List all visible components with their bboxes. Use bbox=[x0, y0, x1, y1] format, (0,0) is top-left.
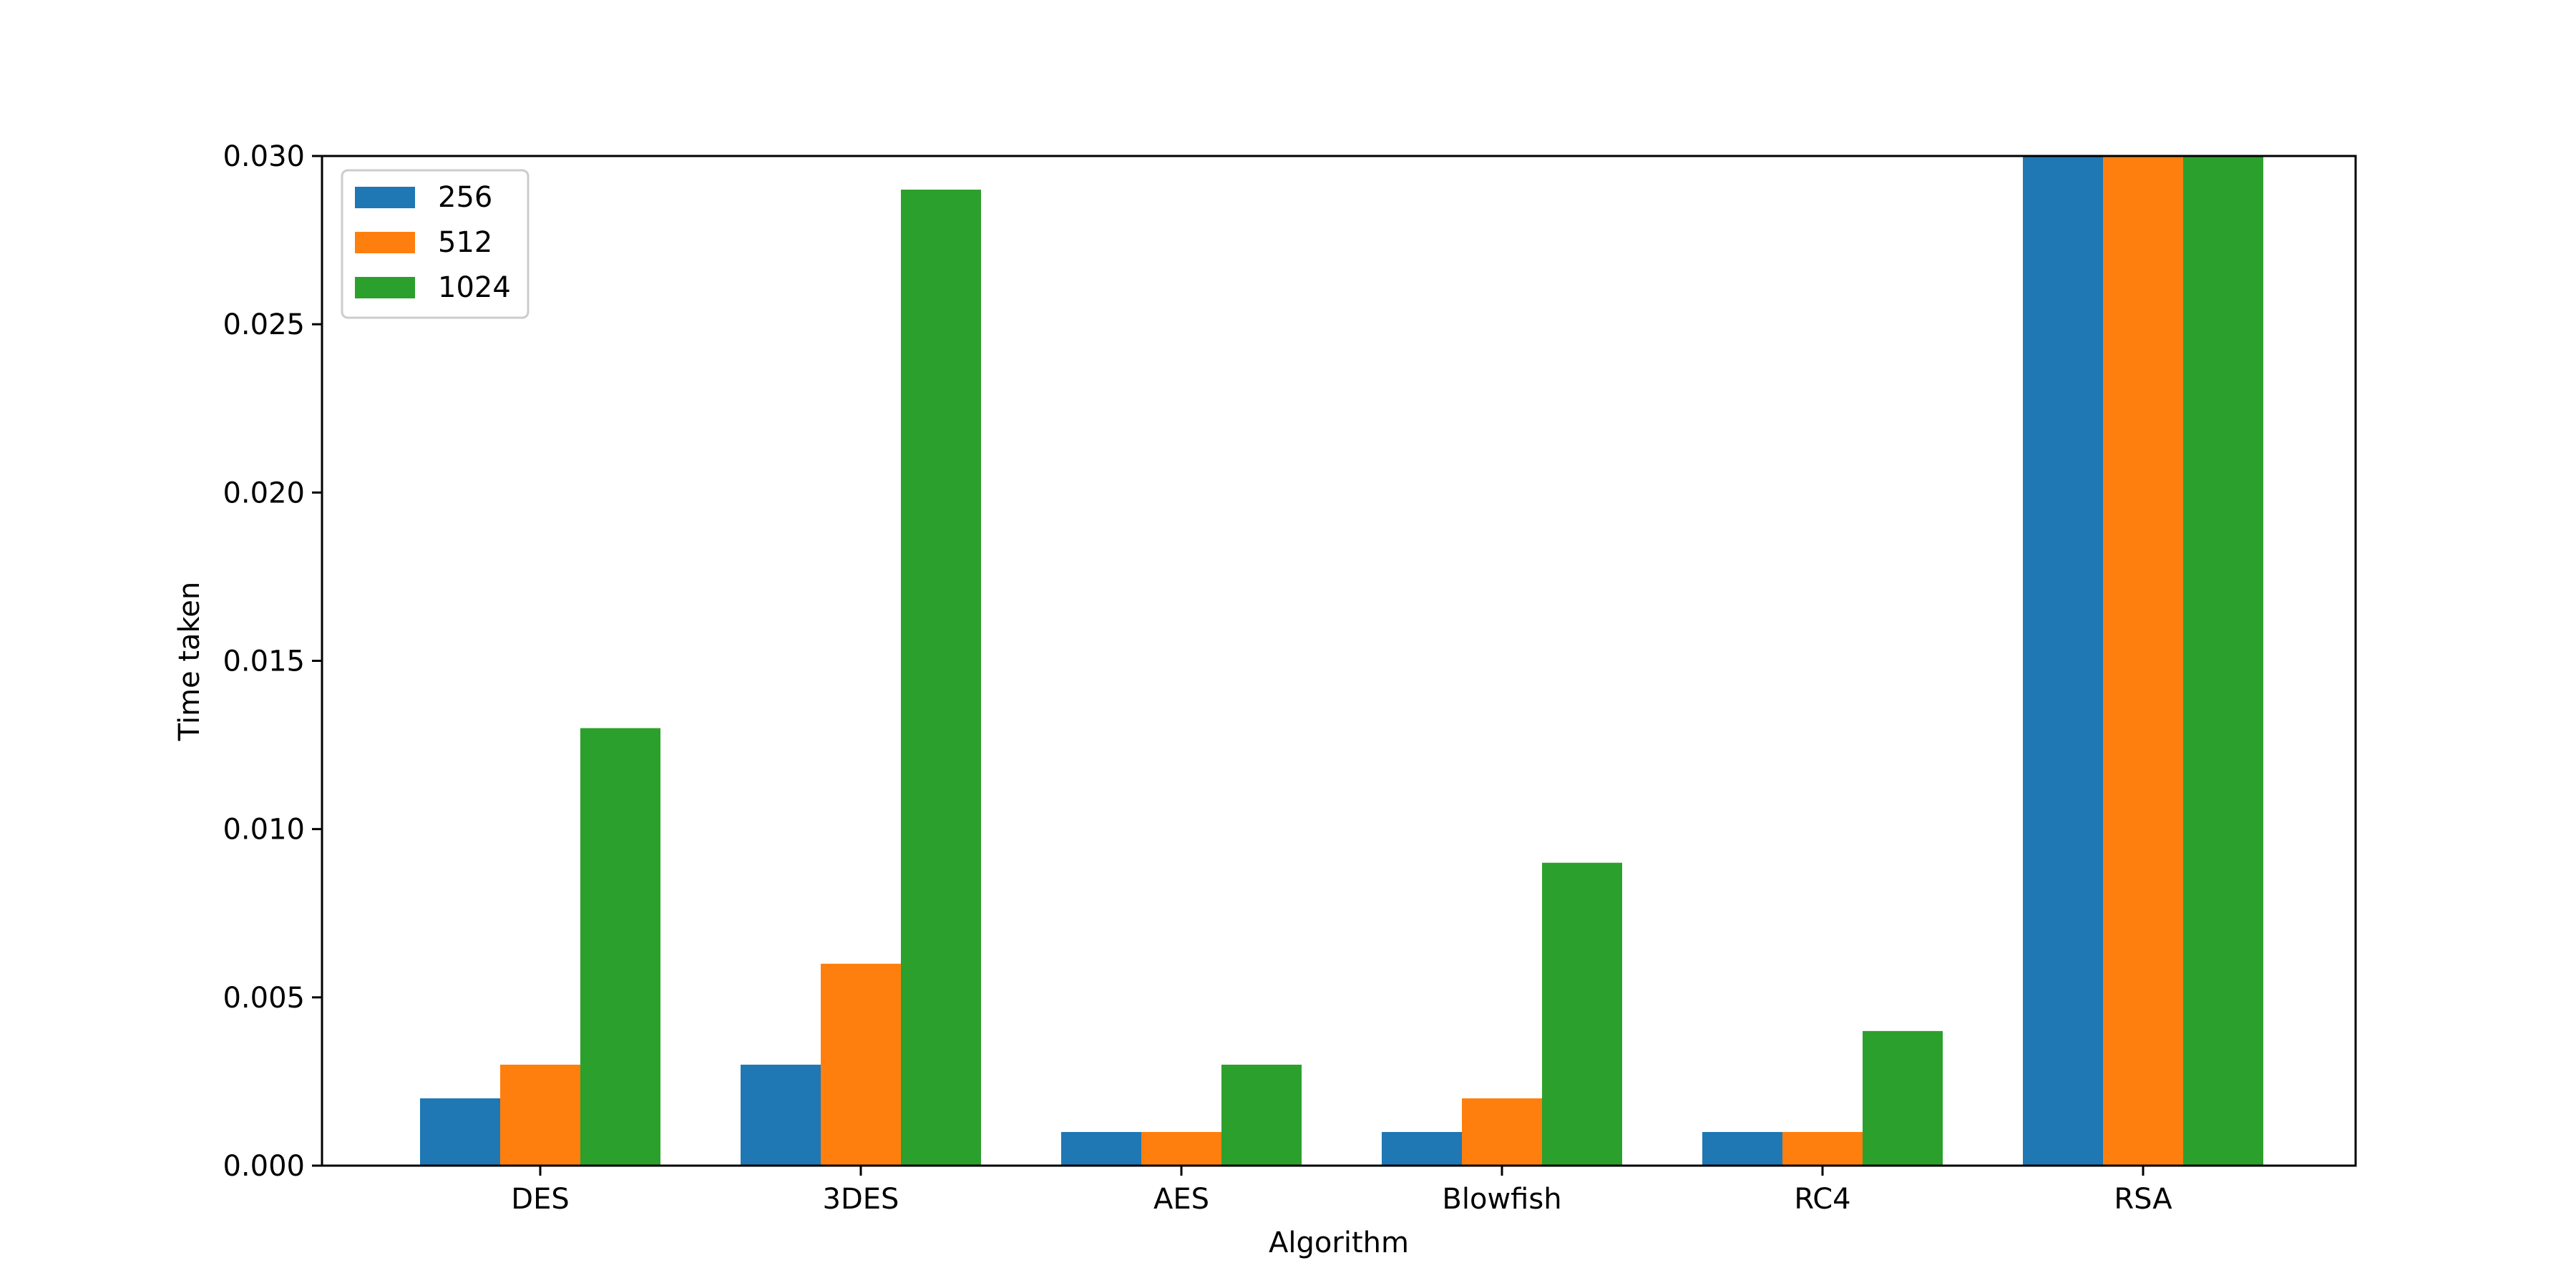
legend-label-1024: 1024 bbox=[438, 271, 511, 304]
bar-des-1024 bbox=[580, 728, 660, 1166]
bar-blowfish-256 bbox=[1382, 1131, 1462, 1166]
bar-aes-512 bbox=[1141, 1131, 1221, 1166]
bar-rc4-512 bbox=[1782, 1131, 1863, 1166]
y-tick-label: 0.020 bbox=[223, 477, 305, 509]
bar-rc4-256 bbox=[1702, 1131, 1782, 1166]
bars-group bbox=[420, 156, 2263, 1166]
bar-rsa-512 bbox=[2103, 156, 2183, 1166]
bar-3des-256 bbox=[741, 1064, 821, 1166]
bar-blowfish-1024 bbox=[1542, 862, 1622, 1166]
y-tick-label: 0.015 bbox=[223, 645, 305, 678]
x-tick-label-blowfish: Blowfish bbox=[1442, 1183, 1561, 1216]
bar-rc4-1024 bbox=[1863, 1030, 1943, 1166]
legend-swatch-256 bbox=[355, 187, 415, 208]
y-axis-label: Time taken bbox=[173, 582, 206, 742]
legend-label-256: 256 bbox=[438, 181, 492, 214]
y-tick-label: 0.030 bbox=[223, 140, 305, 173]
bar-aes-1024 bbox=[1221, 1064, 1302, 1166]
x-tick-label-des: DES bbox=[511, 1183, 569, 1216]
y-tick-label: 0.005 bbox=[223, 982, 305, 1015]
bar-3des-512 bbox=[821, 963, 901, 1166]
bar-des-512 bbox=[500, 1064, 580, 1166]
legend-label-512: 512 bbox=[438, 226, 492, 259]
x-tick-label-3des: 3DES bbox=[823, 1183, 899, 1216]
x-axis-label: Algorithm bbox=[1269, 1226, 1409, 1259]
bar-rsa-1024 bbox=[2183, 156, 2263, 1166]
y-axis: 0.000 0.005 0.010 0.015 0.020 0.025 0.030 bbox=[223, 140, 322, 1183]
y-tick-label: 0.000 bbox=[223, 1150, 305, 1183]
legend-swatch-512 bbox=[355, 232, 415, 253]
bar-blowfish-512 bbox=[1462, 1098, 1542, 1166]
x-axis: DES 3DES AES Blowfish RC4 RSA bbox=[511, 1166, 2172, 1216]
x-tick-label-aes: AES bbox=[1153, 1183, 1209, 1216]
legend-swatch-1024 bbox=[355, 277, 415, 298]
legend: 256 512 1024 bbox=[341, 169, 530, 319]
x-tick-label-rsa: RSA bbox=[2114, 1183, 2172, 1216]
bar-des-256 bbox=[420, 1098, 500, 1166]
bar-3des-1024 bbox=[901, 190, 981, 1166]
y-tick-label: 0.010 bbox=[223, 814, 305, 847]
bar-aes-256 bbox=[1061, 1131, 1141, 1166]
y-tick-label: 0.025 bbox=[223, 308, 305, 341]
x-tick-label-rc4: RC4 bbox=[1794, 1183, 1850, 1216]
bar-rsa-256 bbox=[2023, 156, 2103, 1166]
